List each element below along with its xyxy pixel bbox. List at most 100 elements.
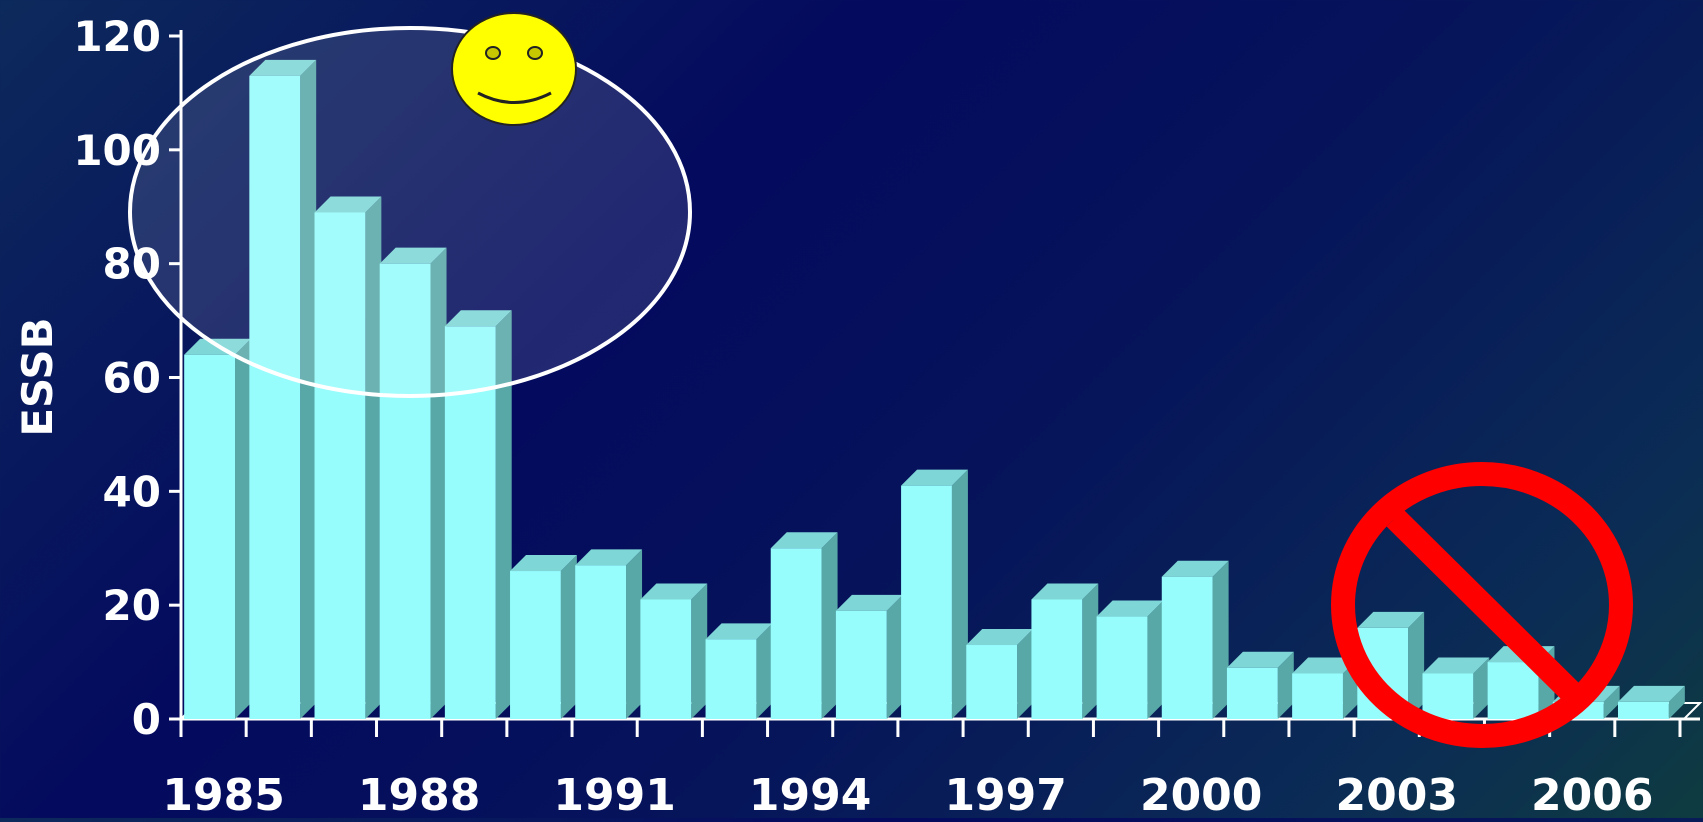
smiley-left-eye	[485, 46, 501, 60]
bar	[184, 338, 252, 719]
bar-side	[560, 555, 577, 719]
bar-front	[966, 645, 1018, 719]
bar-front	[379, 263, 431, 719]
bar	[379, 247, 447, 719]
bar	[1031, 583, 1099, 719]
bar-side	[886, 594, 903, 719]
bar	[1161, 560, 1229, 719]
bar-side	[1212, 560, 1229, 719]
bar-front	[1292, 673, 1343, 719]
x-tick-labels: 1985 1988 1991 1994 1997 2000 2003 2006	[162, 770, 1653, 821]
y-tick-label: 0	[132, 695, 161, 744]
bar-side	[235, 338, 252, 719]
annotations	[128, 12, 1633, 748]
bar-front	[640, 599, 692, 719]
y-tick-label: 60	[103, 354, 161, 403]
bar-top	[1161, 560, 1229, 577]
bar-side	[495, 310, 512, 719]
bar-top	[444, 310, 512, 327]
bar	[1096, 600, 1164, 719]
bar-top	[1617, 685, 1685, 702]
bar	[640, 583, 708, 719]
bar-top	[249, 59, 317, 76]
x-tick-label: 2000	[1140, 770, 1262, 818]
bar-front	[314, 212, 366, 720]
bar-side	[1668, 685, 1685, 719]
x-tick-label: 1994	[749, 770, 871, 818]
bar-side	[430, 247, 447, 719]
bar	[1422, 657, 1490, 719]
bar	[1617, 685, 1685, 719]
bar-side	[1408, 611, 1425, 719]
smiley-icon	[451, 12, 577, 126]
bar-front	[705, 639, 757, 719]
bar-top	[770, 532, 838, 549]
y-tick-label: 40	[103, 467, 161, 516]
bar-top	[966, 629, 1034, 646]
smiley-mouth	[477, 91, 552, 104]
bar-front	[184, 354, 236, 719]
bar-front	[575, 565, 627, 719]
bar	[575, 549, 643, 719]
y-tick-label: 120	[73, 12, 161, 61]
bar-top	[705, 623, 773, 640]
bar	[314, 196, 382, 720]
bar-front	[510, 571, 561, 719]
bar	[1226, 651, 1294, 719]
bar-top	[901, 469, 968, 486]
bar-front	[1096, 616, 1148, 719]
smiley-right-eye	[527, 46, 543, 60]
x-tick-label: 1988	[358, 770, 480, 818]
bar-side	[1082, 583, 1099, 719]
bar-side	[951, 469, 968, 719]
bar-side	[1603, 685, 1620, 719]
bar-side	[1017, 629, 1034, 719]
bar-top	[314, 196, 382, 213]
bar	[835, 594, 903, 719]
bar-front	[1617, 701, 1669, 719]
bar	[966, 629, 1034, 719]
bar-top	[1031, 583, 1099, 600]
prohibition-ring	[1331, 462, 1633, 748]
y-tick-label: 20	[103, 581, 161, 630]
bar-side	[365, 196, 382, 720]
bar-side	[1147, 600, 1164, 719]
bar-top	[1292, 657, 1359, 674]
y-axis-label: ESSB	[13, 317, 62, 436]
x-tick-label: 2006	[1531, 770, 1653, 818]
highlight-ellipse	[128, 26, 692, 398]
bar-side	[1473, 657, 1490, 719]
bar	[705, 623, 773, 719]
bar-top	[575, 549, 643, 566]
bar-front	[1487, 662, 1539, 719]
bar-top	[379, 247, 447, 264]
bar-top	[1357, 611, 1425, 628]
bar	[510, 555, 577, 719]
bar-top	[510, 555, 577, 572]
bar-side	[626, 549, 643, 719]
bar	[901, 469, 968, 719]
bar-front	[835, 610, 887, 719]
bar-side	[756, 623, 773, 719]
x-tick-label: 1997	[944, 770, 1066, 818]
bar-front	[1031, 599, 1083, 719]
bar-front	[901, 485, 952, 719]
smiley-face	[451, 12, 577, 126]
bar-side	[1277, 651, 1294, 719]
prohibition-slash	[1386, 509, 1581, 702]
x-tick-label: 1991	[553, 770, 675, 818]
bar	[770, 532, 838, 719]
bar-side	[691, 583, 708, 719]
x-tick-label: 1985	[162, 770, 284, 818]
bar-top	[1422, 657, 1490, 674]
bar-front	[1226, 667, 1278, 719]
bar-top	[640, 583, 708, 600]
bar	[249, 59, 317, 719]
bar-front	[770, 548, 822, 719]
bar-front	[249, 75, 301, 719]
bars	[184, 59, 1685, 720]
prohibition-icon	[1331, 462, 1633, 748]
bar-top	[1226, 651, 1294, 668]
